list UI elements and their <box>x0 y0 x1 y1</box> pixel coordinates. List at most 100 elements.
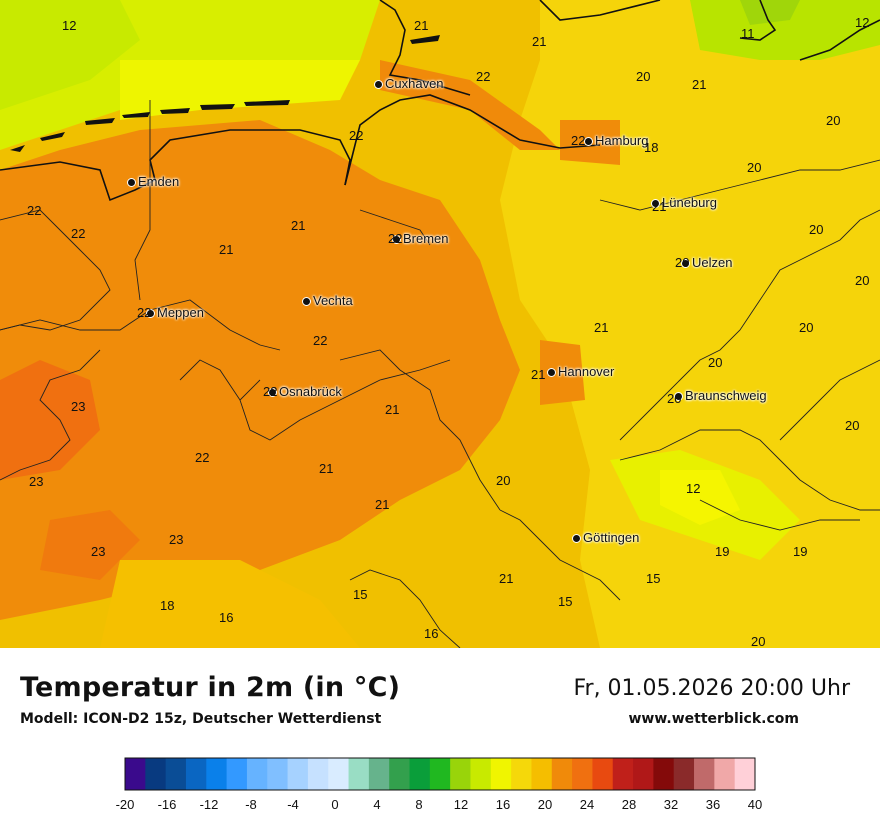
legend-swatch <box>714 758 736 790</box>
temp-label: 22 <box>263 384 278 399</box>
temp-label: 15 <box>353 587 368 602</box>
island-chain <box>40 35 440 141</box>
city-hannover: Hannover <box>547 364 614 379</box>
temp-label: 20 <box>826 113 841 128</box>
legend-tick-label: -4 <box>287 797 299 812</box>
legend-swatch <box>694 758 715 790</box>
temp-label: 19 <box>715 544 730 559</box>
map-title: Temperatur in 2m (in °C) <box>20 672 401 703</box>
legend-swatch <box>450 758 471 790</box>
legend-swatch <box>673 758 695 790</box>
temp-label: 21 <box>291 218 306 233</box>
legend-tick-label: 0 <box>331 797 338 812</box>
valid-datetime: Fr, 01.05.2026 20:00 Uhr <box>573 676 850 701</box>
legend-tick-label: 12 <box>454 797 468 812</box>
city-uelzen: Uelzen <box>681 255 732 270</box>
temp-label: 20 <box>496 473 511 488</box>
legend-swatch <box>328 758 350 790</box>
temp-label: 20 <box>799 320 814 335</box>
cool-core-northeast <box>740 0 800 25</box>
legend-swatch <box>511 758 532 790</box>
warm-patch-hannover <box>540 340 585 405</box>
temp-label: 20 <box>708 355 723 370</box>
city-vechta: Vechta <box>302 293 353 308</box>
map-canvas <box>0 0 880 648</box>
temp-label: 22 <box>137 305 152 320</box>
hot-patch-west <box>0 360 100 480</box>
legend-swatch <box>206 758 228 790</box>
legend-swatch <box>531 758 553 790</box>
temp-label: 18 <box>644 140 659 155</box>
temp-label: 21 <box>692 77 707 92</box>
sea-yellow-zone <box>120 60 360 120</box>
map-footer <box>0 648 880 830</box>
legend-swatch <box>145 758 167 790</box>
city-emden: Emden <box>127 174 179 189</box>
city-cuxhaven: Cuxhaven <box>374 76 444 91</box>
city-lueneburg: Lüneburg <box>651 195 717 210</box>
temp-label: 22 <box>71 226 86 241</box>
temp-label: 22 <box>27 203 42 218</box>
legend-tick-label: 36 <box>706 797 720 812</box>
legend-swatch <box>409 758 431 790</box>
website-link[interactable]: www.wetterblick.com <box>628 711 800 727</box>
temp-label: 21 <box>385 402 400 417</box>
legend-tick-label: 40 <box>748 797 762 812</box>
temp-label: 11 <box>741 26 755 41</box>
hot-patch-southwest <box>40 510 140 580</box>
legend-swatch <box>246 758 268 790</box>
legend-swatch <box>165 758 187 790</box>
city-braunschweig: Braunschweig <box>674 388 767 403</box>
legend-swatch <box>592 758 614 790</box>
legend-swatch <box>551 758 573 790</box>
legend-tick-label: 24 <box>580 797 594 812</box>
city-osnabrueck: Osnabrück <box>268 384 342 399</box>
legend-border <box>124 757 756 791</box>
legend-tick-label: -16 <box>158 797 177 812</box>
temp-label: 12 <box>62 18 77 33</box>
legend-swatch <box>470 758 492 790</box>
island-shape <box>10 145 25 152</box>
temp-label: 12 <box>686 481 701 496</box>
temp-label: 19 <box>793 544 808 559</box>
legend-tick-label: -12 <box>200 797 219 812</box>
temp-label: 15 <box>646 571 661 586</box>
legend-swatch <box>125 758 146 790</box>
temp-label: 21 <box>531 367 546 382</box>
temp-label: 22 <box>571 133 586 148</box>
temp-label: 21 <box>499 571 514 586</box>
temperature-map: .city { position:absolute; font-size:13p… <box>0 0 880 649</box>
temp-label: 20 <box>747 160 762 175</box>
temp-label: 18 <box>160 598 175 613</box>
legend-swatch <box>633 758 654 790</box>
legend-swatch <box>307 758 329 790</box>
temp-label: 20 <box>636 69 651 84</box>
legend-tick-label: 4 <box>373 797 380 812</box>
legend-tick-label: 8 <box>415 797 422 812</box>
temp-label: 21 <box>375 497 390 512</box>
temp-label: 15 <box>558 594 573 609</box>
temp-label: 23 <box>91 544 106 559</box>
temp-label: 22 <box>388 231 403 246</box>
legend-tick-label: -8 <box>245 797 257 812</box>
legend-swatch <box>348 758 370 790</box>
legend-swatch <box>287 758 309 790</box>
legend-swatch <box>368 758 390 790</box>
legend-tick-label: 20 <box>538 797 552 812</box>
temp-label: 23 <box>71 399 86 414</box>
sea-cool-zone <box>0 0 140 110</box>
legend-tick-label: 32 <box>664 797 678 812</box>
temp-label: 22 <box>476 69 491 84</box>
temp-label: 16 <box>219 610 234 625</box>
legend-swatch <box>653 758 675 790</box>
legend-swatch <box>572 758 593 790</box>
temp-label: 23 <box>29 474 44 489</box>
temp-label: 20 <box>855 273 870 288</box>
city-hamburg: Hamburg <box>584 133 648 148</box>
temp-label: 22 <box>349 128 364 143</box>
temp-label: 20 <box>675 255 690 270</box>
temp-label: 21 <box>532 34 547 49</box>
temp-label: 23 <box>169 532 184 547</box>
legend-swatch <box>389 758 411 790</box>
legend-tick-label: 16 <box>496 797 510 812</box>
